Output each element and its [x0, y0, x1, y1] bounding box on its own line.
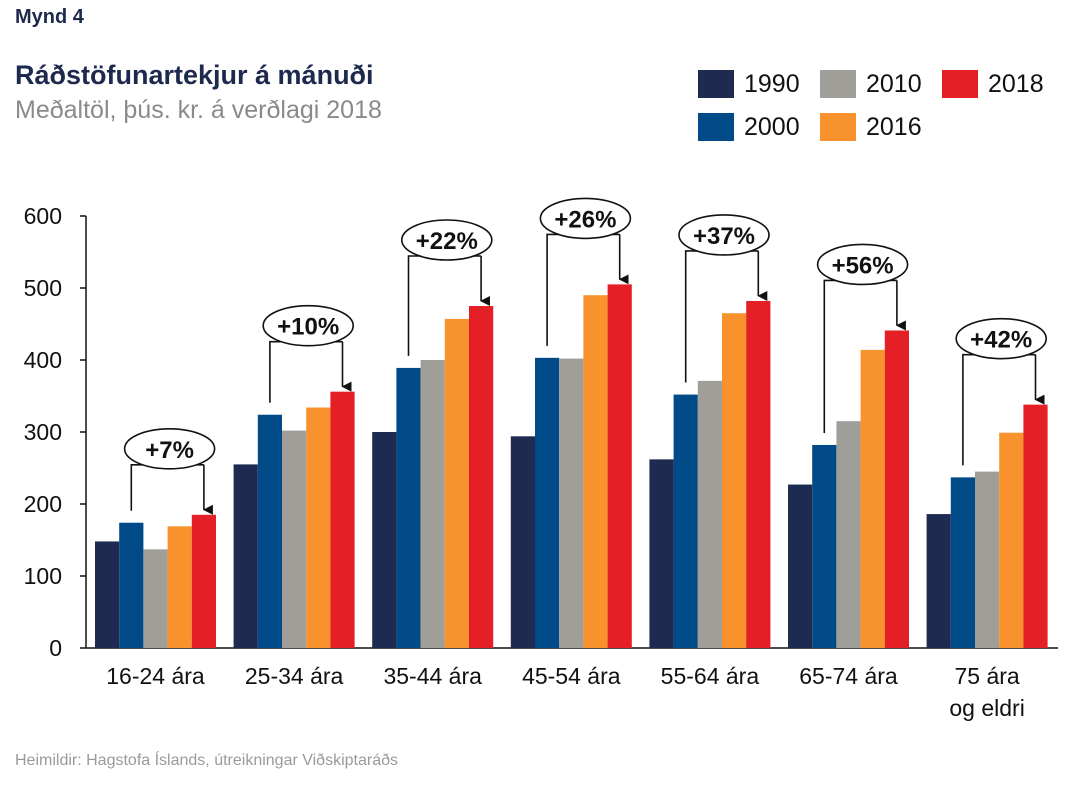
legend-label: 2000	[744, 113, 800, 141]
bar-2010-0	[143, 549, 168, 648]
bar-1990-4	[649, 459, 674, 648]
legend-swatch	[698, 113, 734, 141]
bar-2016-0	[167, 526, 192, 648]
bar-1990-2	[372, 432, 397, 648]
bar-2018-4	[746, 300, 771, 648]
chart-subtitle: Meðaltöl, þús. kr. á verðlagi 2018	[15, 96, 382, 124]
legend-swatch	[942, 70, 978, 98]
legend-swatch	[820, 70, 856, 98]
x-tick-label: 75 ára	[954, 663, 1019, 689]
bar-2010-1	[282, 430, 307, 648]
y-tick-label: 0	[49, 635, 62, 661]
bar-2018-5	[884, 330, 909, 648]
bar-2000-1	[257, 414, 282, 648]
bar-2010-4	[697, 380, 722, 648]
bar-2018-3	[607, 284, 632, 648]
change-label: +37%	[693, 223, 755, 250]
x-tick-label: 65-74 ára	[799, 663, 898, 689]
y-tick-label: 400	[24, 347, 62, 373]
bar-2010-6	[975, 471, 1000, 648]
x-tick-label: 45-54 ára	[522, 663, 621, 689]
change-bubble	[816, 243, 909, 286]
change-label: +56%	[832, 252, 894, 279]
bar-2016-6	[999, 432, 1024, 648]
legend-label: 2018	[988, 70, 1044, 98]
bar-2016-1	[306, 407, 331, 648]
bar-1990-5	[788, 484, 813, 648]
bar-2010-2	[420, 360, 445, 648]
bar-2016-4	[722, 313, 747, 648]
x-tick-label: 16-24 ára	[106, 663, 205, 689]
y-tick-label: 600	[24, 203, 62, 229]
change-bubble	[262, 304, 355, 347]
bar-2000-4	[673, 394, 698, 648]
bar-2018-1	[330, 391, 355, 648]
y-tick-label: 200	[24, 491, 62, 517]
bar-2018-2	[469, 306, 494, 648]
bar-1990-0	[95, 541, 120, 648]
x-tick-label: og eldri	[949, 695, 1024, 721]
change-bubble	[123, 427, 216, 470]
bar-2000-2	[396, 367, 421, 648]
bar-2010-3	[559, 358, 584, 648]
y-tick-label: 300	[24, 419, 62, 445]
change-bubble	[400, 219, 493, 261]
change-bubble	[539, 197, 632, 240]
change-label: +26%	[554, 206, 616, 233]
legend-label: 1990	[744, 70, 800, 98]
bar-2000-3	[535, 357, 560, 648]
change-label: +7%	[145, 437, 194, 464]
change-label: +22%	[416, 228, 478, 255]
change-label: +10%	[277, 314, 339, 341]
legend-label: 2016	[866, 113, 922, 141]
legend-label: 2010	[866, 70, 922, 98]
bar-2010-5	[836, 421, 861, 648]
legend-swatch	[698, 70, 734, 98]
bar-2016-3	[583, 295, 608, 648]
bar-2016-2	[444, 318, 469, 648]
change-bubble	[678, 214, 770, 256]
bar-2018-0	[191, 514, 216, 648]
bar-2000-5	[812, 444, 837, 648]
bar-2000-0	[119, 522, 144, 648]
legend-swatch	[820, 113, 856, 141]
change-bubble	[955, 317, 1048, 360]
source-note: Heimildir: Hagstofa Íslands, útreikninga…	[15, 752, 398, 769]
bar-2000-6	[950, 477, 975, 648]
bar-1990-1	[233, 464, 258, 648]
change-bracket	[130, 464, 204, 511]
bar-1990-3	[510, 436, 535, 648]
x-tick-label: 25-34 ára	[245, 663, 344, 689]
bar-1990-6	[926, 514, 951, 648]
figure-label: Mynd 4	[15, 6, 84, 28]
x-tick-label: 35-44 ára	[383, 663, 482, 689]
change-label: +42%	[970, 327, 1032, 354]
chart-title: Ráðstöfunartekjur á mánuði	[15, 60, 374, 90]
x-tick-label: 55-64 ára	[661, 663, 760, 689]
bar-2016-5	[860, 349, 885, 648]
bar-2018-6	[1023, 404, 1048, 648]
y-tick-label: 500	[24, 275, 62, 301]
y-tick-label: 100	[24, 563, 62, 589]
